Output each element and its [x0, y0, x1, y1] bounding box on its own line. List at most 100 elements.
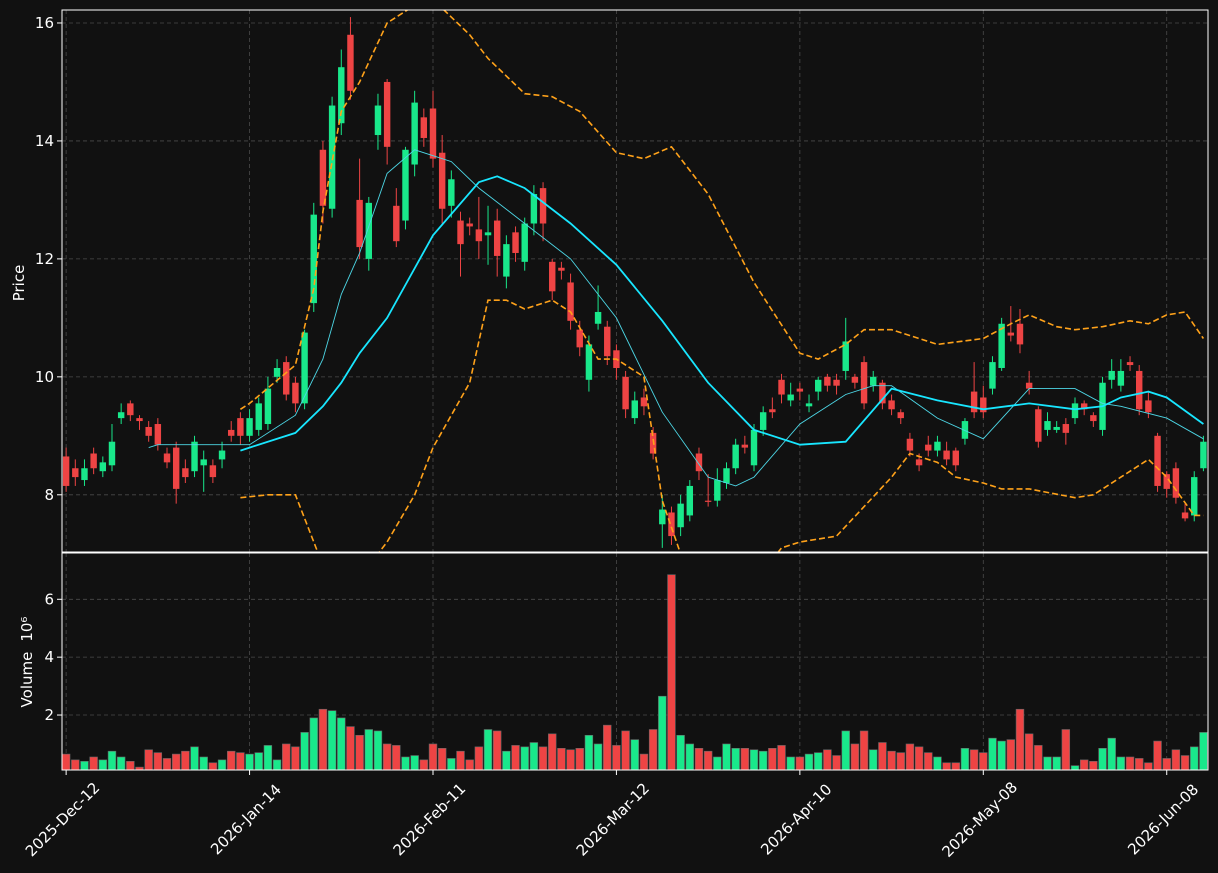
volume-bar [1006, 739, 1016, 770]
candle-body [163, 453, 171, 463]
candle-body [833, 379, 840, 386]
candle-body [1154, 435, 1161, 486]
candle-body [1126, 362, 1134, 366]
overlay-line [240, 175, 1204, 452]
volume-bar [199, 756, 208, 770]
candle-body [438, 152, 446, 209]
volume-bar [1043, 756, 1052, 770]
candle-body [842, 341, 849, 371]
candle-body [347, 34, 354, 91]
candle-body [622, 376, 629, 410]
volume-bar [878, 742, 887, 770]
candle-body [631, 400, 638, 419]
volume-bar [492, 730, 502, 770]
candle-body [521, 223, 528, 262]
volume-bar [713, 756, 722, 770]
volume-bar [914, 746, 924, 770]
candle-body [1108, 370, 1115, 380]
candle-body [246, 418, 253, 436]
volume-bar [1107, 737, 1116, 770]
candle-body [934, 441, 941, 451]
volume-bar [181, 750, 190, 770]
volume-axis-name: Volume [18, 652, 36, 708]
overlay-line [240, 299, 1204, 552]
candle-body [704, 500, 712, 502]
y-tick-label: 6 [44, 590, 54, 608]
volume-bar [282, 743, 291, 770]
x-tick-label: 2026-Mar-12 [573, 779, 653, 859]
volume-grid [62, 553, 1208, 770]
overlay-line [148, 149, 1204, 487]
candle-body [62, 456, 70, 486]
volume-bar [548, 733, 557, 770]
x-tick-label: 2026-Apr-10 [757, 780, 835, 858]
volume-bar [814, 752, 823, 770]
volume-bar [676, 734, 685, 770]
volume-bar [437, 747, 447, 770]
price-axis-label: Price [10, 265, 28, 302]
candle-body [723, 468, 730, 483]
candle-body [539, 188, 547, 224]
volume-bar [896, 752, 905, 770]
volume-bar [850, 743, 860, 770]
candle-body [989, 362, 996, 389]
volume-axis-label: Volume 10⁶ [18, 617, 36, 708]
volume-bar [217, 759, 227, 770]
volume-bar [575, 747, 584, 770]
y-tick-label: 14 [35, 132, 54, 150]
candle-body [338, 67, 345, 124]
volume-bar [291, 746, 300, 770]
volume-marks [62, 574, 1208, 770]
candle-body [594, 311, 602, 324]
candle-body [750, 429, 758, 466]
candle-body [90, 453, 97, 469]
candle-body [1025, 382, 1033, 389]
candle-body [383, 81, 391, 147]
volume-bar [823, 749, 832, 770]
candle-body [457, 220, 464, 245]
volume-bar [1024, 733, 1034, 770]
candle-body [145, 426, 152, 436]
volume-bar [153, 752, 163, 770]
volume-bar [126, 761, 135, 770]
volume-bar [245, 753, 254, 770]
candle-body [182, 468, 189, 478]
candle-body [136, 418, 143, 422]
volume-bar [603, 724, 612, 770]
candle-body [154, 424, 162, 445]
volume-bar [1135, 758, 1144, 770]
candle-body [1090, 415, 1097, 422]
volume-bar [832, 755, 841, 770]
volume-bar [355, 734, 364, 770]
y-tick-label: 10 [35, 368, 54, 386]
volume-bar [1034, 745, 1043, 770]
volume-bar [979, 752, 988, 770]
volume-bar [740, 747, 750, 770]
candle-body [200, 459, 207, 466]
candle-body [1163, 474, 1170, 489]
volume-bar [80, 761, 89, 770]
volume-bar [584, 734, 594, 770]
volume-bar [428, 743, 438, 770]
candle-body [365, 202, 373, 259]
candle-body [558, 267, 565, 271]
candle-body [191, 441, 198, 472]
volume-bar [208, 762, 218, 770]
volume-bar [1052, 756, 1061, 770]
volume-bar [951, 762, 960, 770]
volume-frame [61, 552, 1209, 771]
volume-bar [447, 758, 456, 770]
price-grid [62, 10, 1208, 552]
candle-body [805, 403, 813, 407]
volume-bar [1079, 759, 1089, 770]
volume-bar [658, 695, 667, 770]
candle-body [640, 397, 648, 407]
candle-body [209, 465, 217, 478]
candle-body [393, 205, 400, 242]
candle-body [686, 485, 694, 516]
volume-bar [722, 743, 731, 770]
volume-bar [648, 729, 658, 770]
volume-bar [382, 743, 392, 770]
candle-body [420, 117, 428, 138]
candle-body [117, 412, 125, 419]
